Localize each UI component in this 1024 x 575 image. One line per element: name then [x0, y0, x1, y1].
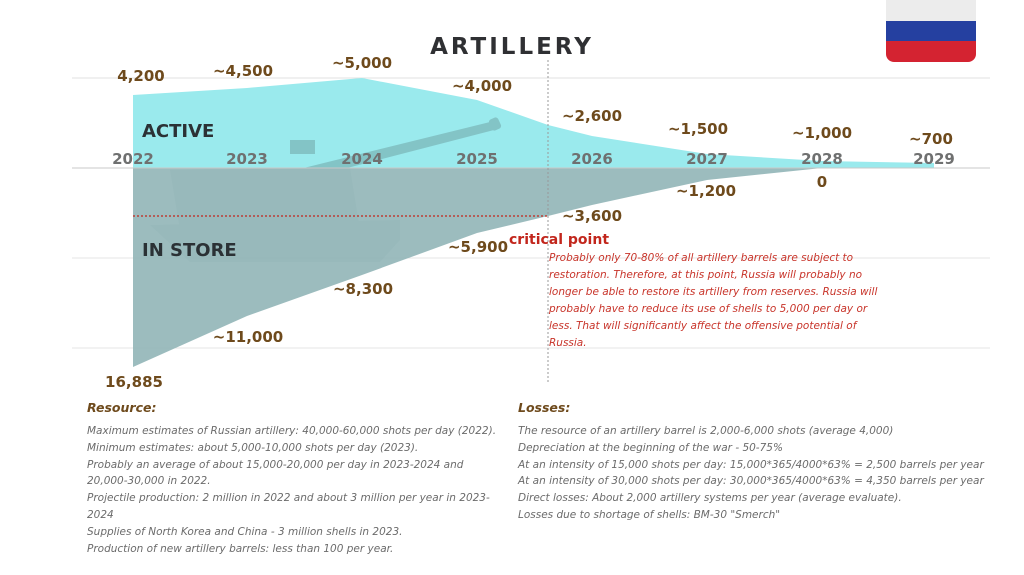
store-value: ~5,900 [447, 238, 509, 256]
resource-line: Minimum estimates: about 5,000-10,000 sh… [87, 441, 419, 454]
store-value: ~1,200 [675, 182, 737, 200]
chart-title: ARTILLERY [430, 34, 594, 60]
losses-panel: Losses: The resource of an artillery bar… [518, 400, 988, 524]
critical-point-text: Probably only 70-80% of all artillery ba… [549, 252, 878, 349]
store-value: 0 [816, 173, 828, 191]
active-value: ~4,500 [212, 62, 274, 80]
year-label: 2024 [341, 150, 383, 168]
year-label: 2027 [686, 150, 728, 168]
year-label: 2022 [112, 150, 154, 168]
active-value: ~5,000 [331, 54, 393, 72]
losses-line: Depreciation at the beginning of the war… [518, 441, 783, 454]
active-series-label: ACTIVE [142, 121, 215, 142]
active-area [133, 78, 934, 168]
active-value: ~1,000 [791, 124, 853, 142]
year-label: 2025 [456, 150, 498, 168]
resource-line: Projectile production: 2 million in 2022… [87, 492, 490, 521]
active-value: ~1,500 [667, 120, 729, 138]
area-chart [72, 60, 990, 382]
resource-heading: Resource: [87, 400, 157, 415]
year-label: 2026 [571, 150, 613, 168]
resource-line: Production of new artillery barrels: les… [87, 542, 394, 555]
store-value: ~3,600 [561, 207, 623, 225]
losses-line: Direct losses: About 2,000 artillery sys… [518, 492, 902, 505]
resource-line: Maximum estimates of Russian artillery: … [87, 425, 497, 437]
active-value: ~2,600 [561, 107, 623, 125]
active-value: ~700 [909, 130, 953, 148]
in-store-series-label: IN STORE [142, 240, 237, 261]
losses-line: Losses due to shortage of shells: BM-30 … [518, 508, 781, 521]
losses-line: The resource of an artillery barrel is 2… [518, 425, 894, 437]
in-store-area [133, 168, 822, 367]
losses-line: At an intensity of 15,000 shots per day:… [518, 458, 984, 471]
store-value: 16,885 [105, 373, 163, 391]
year-label: 2023 [226, 150, 268, 168]
year-label: 2029 [913, 150, 955, 168]
resource-panel: Resource: Maximum estimates of Russian a… [87, 400, 507, 557]
losses-line: At an intensity of 30,000 shots per day:… [518, 475, 984, 488]
active-value: ~4,000 [451, 77, 513, 95]
year-label: 2028 [801, 150, 843, 168]
resource-line: Supplies of North Korea and China - 3 mi… [87, 525, 403, 538]
active-value: 4,200 [117, 67, 165, 85]
store-value: ~8,300 [332, 280, 394, 298]
store-value: ~11,000 [212, 328, 284, 346]
russia-flag-icon [886, 0, 976, 62]
critical-point-title: critical point [509, 232, 610, 248]
resource-line: Probably an average of about 15,000-20,0… [87, 458, 464, 488]
losses-heading: Losses: [518, 400, 571, 415]
